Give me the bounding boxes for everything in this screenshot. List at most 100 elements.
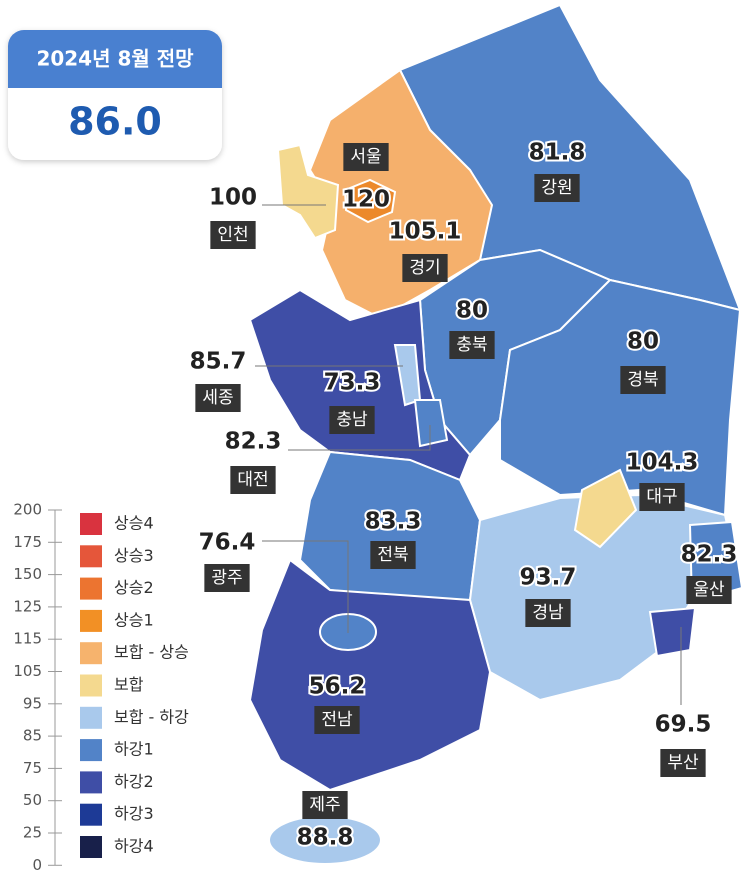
region-busan	[648, 606, 697, 658]
legend-label: 상승3	[114, 546, 154, 565]
legend-swatch	[80, 771, 102, 794]
scale-tick-label: 95	[23, 694, 42, 712]
scale-tick-label: 25	[23, 824, 42, 842]
legend-label: 하강3	[114, 804, 154, 823]
region-name: 서울	[350, 147, 381, 167]
region-name: 세종	[202, 388, 233, 408]
region-value: 76.4	[199, 530, 256, 556]
header-value: 86.0	[68, 100, 162, 144]
header-title: 2024년 8월 전망	[36, 47, 194, 71]
legend-label: 상승4	[114, 514, 154, 533]
legend: 200 175 150 125 115 105 95 85 75 50 25 0 상승4 상승3 상승2 상승…	[13, 501, 189, 873]
region-name: 전남	[321, 710, 353, 730]
legend-swatch	[80, 513, 102, 535]
scale-tick-label: 0	[32, 856, 42, 873]
region-value: 80	[456, 298, 488, 324]
name-box	[525, 599, 571, 627]
scale-tick-label: 175	[13, 533, 42, 551]
legend-swatch	[80, 836, 102, 858]
card-header	[8, 30, 222, 88]
scale-tick-label: 105	[13, 662, 42, 680]
region-name: 울산	[693, 580, 725, 600]
name-box	[329, 406, 375, 434]
name-box	[210, 221, 256, 249]
name-box	[620, 366, 666, 394]
name-box	[314, 706, 360, 734]
name-box	[660, 749, 706, 777]
leader-lines	[255, 204, 682, 705]
scale-tick-label: 150	[13, 565, 42, 583]
scale-tick-label: 75	[23, 759, 42, 777]
legend-swatch	[80, 706, 102, 729]
region-value: 105.1	[389, 219, 462, 245]
name-box	[204, 564, 250, 592]
legend-swatch	[80, 642, 102, 665]
legend-label: 하강1	[114, 740, 154, 759]
header-card	[8, 30, 222, 160]
region-labels: 서울 120 인천 100 경기 105.1 강원 81.8 충북 80 경북 80 세종 85.7 충남 7…	[188, 138, 740, 853]
region-value: 81.8	[529, 140, 586, 166]
region-jeonnam	[248, 558, 492, 792]
name-box	[686, 576, 732, 604]
scale-tick-label: 85	[23, 727, 42, 745]
leader	[288, 425, 431, 451]
region-value: 73.3	[324, 370, 381, 396]
region-value: 120	[342, 187, 390, 213]
legend-label: 보합 - 하강	[114, 707, 189, 726]
name-box	[449, 331, 495, 359]
region-name: 전북	[377, 545, 408, 565]
region-daejeon	[413, 399, 449, 448]
region-name: 충북	[456, 335, 487, 355]
region-value: 80	[627, 329, 659, 355]
legend-label: 하강4	[114, 837, 154, 856]
region-name: 충남	[336, 410, 368, 430]
name-box	[343, 143, 389, 171]
region-daegu	[573, 468, 638, 549]
legend-swatch	[80, 545, 102, 568]
region-name: 대구	[646, 487, 677, 507]
region-name: 광주	[211, 568, 242, 588]
region-name: 강원	[541, 178, 572, 198]
name-box	[302, 791, 348, 819]
name-box	[370, 541, 416, 569]
name-box	[639, 483, 685, 511]
region-seoul	[343, 178, 397, 224]
legend-swatch	[80, 739, 102, 762]
legend-label: 보합 - 상승	[114, 643, 189, 662]
region-value: 69.5	[655, 712, 712, 738]
legend-label: 하강2	[114, 772, 154, 791]
region-value: 56.2	[309, 674, 366, 700]
legend-label: 상승2	[114, 578, 154, 597]
legend-label: 보합	[114, 675, 144, 694]
region-name: 경남	[532, 603, 564, 623]
legend-swatch	[80, 674, 102, 697]
legend-swatch	[80, 609, 102, 632]
scale-tick-label: 200	[13, 501, 42, 519]
region-value: 93.7	[520, 565, 577, 591]
region-value: 83.3	[365, 509, 422, 535]
region-value: 100	[209, 185, 257, 211]
region-name: 경북	[627, 370, 658, 390]
legend-swatch	[80, 577, 102, 600]
region-value: 82.3	[681, 542, 738, 568]
legend-label: 상승1	[114, 610, 154, 629]
scale-tick-label: 125	[13, 597, 42, 615]
region-chungnam	[248, 288, 472, 482]
legend-swatch	[80, 803, 102, 826]
region-name: 경기	[409, 258, 440, 278]
name-box	[230, 466, 276, 494]
leader	[262, 540, 349, 633]
region-value: 85.7	[190, 349, 247, 375]
name-box	[402, 254, 448, 282]
region-name: 부산	[667, 753, 699, 773]
region-name: 제주	[309, 795, 340, 815]
name-box	[534, 174, 580, 202]
region-value: 88.8	[297, 825, 354, 851]
region-name: 인천	[217, 225, 248, 245]
region-name: 대전	[237, 470, 268, 490]
name-box	[195, 384, 241, 412]
region-value: 104.3	[626, 450, 699, 476]
scale-tick-label: 50	[23, 791, 42, 809]
region-value: 82.3	[225, 429, 282, 455]
